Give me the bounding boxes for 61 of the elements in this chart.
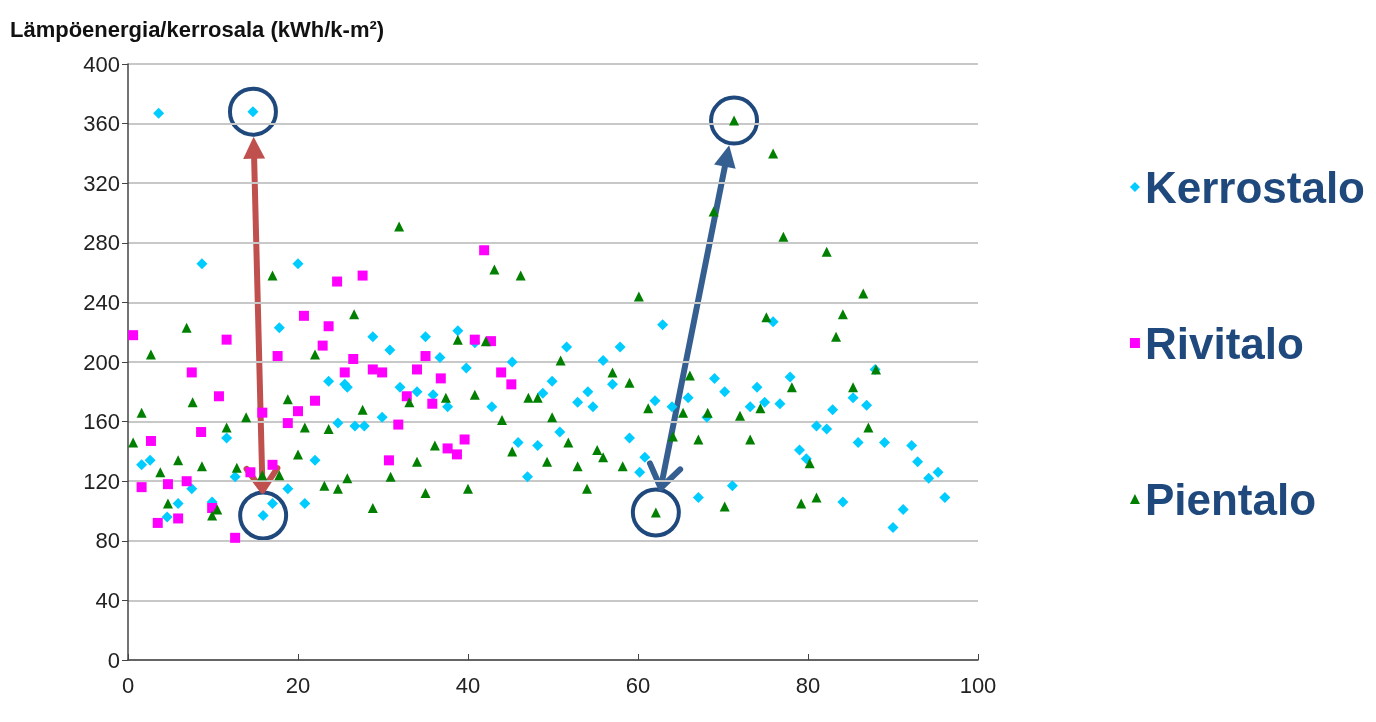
- point: [136, 482, 147, 493]
- point: [152, 517, 163, 528]
- point: [427, 398, 438, 409]
- y-tick-label: 280: [83, 230, 120, 256]
- point: [282, 418, 293, 429]
- y-tick-label: 320: [83, 170, 120, 196]
- point: [496, 367, 507, 378]
- y-tick-label: 360: [83, 111, 120, 137]
- point: [298, 310, 309, 321]
- point: [435, 373, 446, 384]
- point: [272, 351, 283, 362]
- point: [257, 407, 268, 418]
- point: [128, 330, 139, 341]
- point: [357, 270, 368, 281]
- y-tick-label: 0: [107, 647, 120, 673]
- point: [506, 379, 517, 390]
- point: [213, 391, 224, 402]
- point: [196, 427, 207, 438]
- x-tick-label: 80: [795, 672, 821, 698]
- point: [332, 276, 343, 287]
- point: [339, 367, 350, 378]
- point: [442, 443, 453, 454]
- point: [469, 334, 480, 345]
- point: [323, 321, 334, 332]
- point: [377, 367, 388, 378]
- point: [367, 364, 378, 375]
- x-tick-label: 40: [455, 672, 481, 698]
- y-tick-label: 80: [95, 528, 120, 554]
- point: [383, 455, 394, 466]
- point: [145, 435, 156, 446]
- y-tick-label: 200: [83, 349, 120, 375]
- point: [420, 351, 431, 362]
- point: [317, 340, 328, 351]
- x-tick-label: 60: [625, 672, 651, 698]
- y-tick-label: 400: [83, 51, 120, 77]
- point: [459, 434, 470, 445]
- point: [451, 449, 462, 460]
- legend-label: Rivitalo: [1144, 318, 1304, 368]
- y-tick-label: 40: [95, 587, 120, 613]
- y-axis-title: Lämpöenergia/kerrosala (kWh/k-m²): [10, 16, 385, 42]
- legend-label: Kerrostalo: [1144, 162, 1366, 212]
- point: [293, 406, 303, 417]
- point: [348, 354, 359, 365]
- point: [245, 467, 256, 478]
- y-tick-label: 120: [83, 468, 120, 494]
- point: [412, 364, 422, 375]
- point: [393, 419, 404, 430]
- point: [162, 479, 173, 490]
- y-tick-label: 160: [83, 409, 120, 435]
- point: [181, 476, 192, 487]
- point: [479, 245, 490, 256]
- x-tick-label: 20: [285, 672, 311, 698]
- legend-label: Pientalo: [1144, 474, 1317, 524]
- point: [186, 367, 197, 378]
- x-tick-label: 100: [959, 672, 997, 698]
- point: [173, 513, 184, 524]
- point: [230, 532, 241, 543]
- point: [267, 459, 278, 470]
- point: [221, 334, 232, 345]
- y-tick-label: 240: [83, 289, 120, 315]
- point: [310, 395, 320, 406]
